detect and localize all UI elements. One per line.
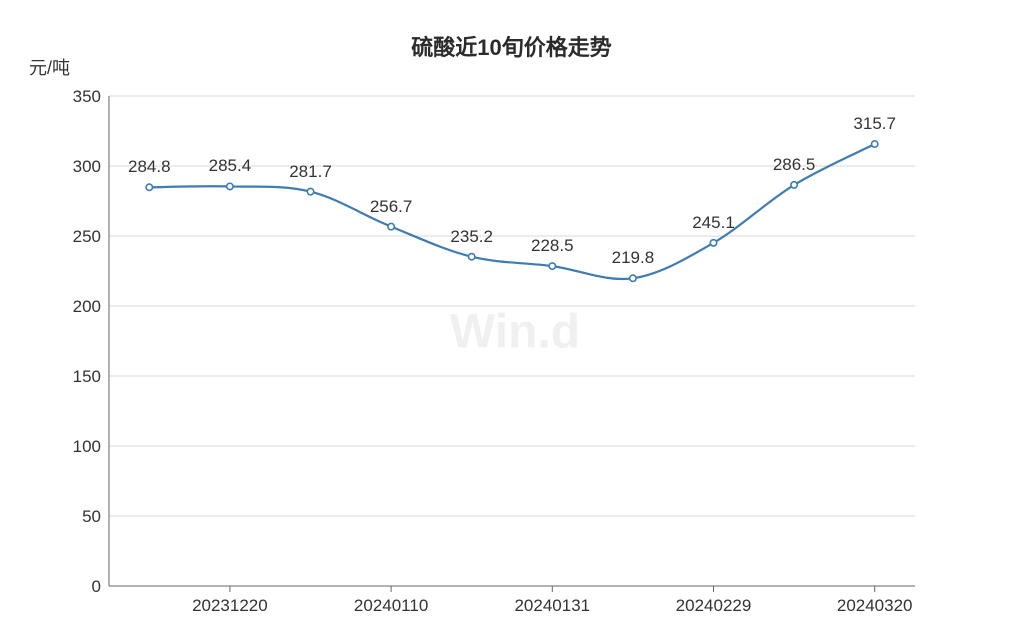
x-tick-label: 20231220 <box>192 596 268 616</box>
data-point-label: 245.1 <box>692 213 735 233</box>
y-tick-label: 50 <box>41 507 101 527</box>
data-point-label: 286.5 <box>773 155 816 175</box>
y-tick-label: 300 <box>41 157 101 177</box>
data-point-label: 228.5 <box>531 236 574 256</box>
y-tick-label: 350 <box>41 87 101 107</box>
y-tick-label: 250 <box>41 227 101 247</box>
y-tick-label: 200 <box>41 297 101 317</box>
x-tick-label: 20240229 <box>676 596 752 616</box>
y-tick-label: 0 <box>41 577 101 597</box>
chart-line-series <box>0 0 1023 640</box>
x-tick-label: 20240131 <box>514 596 590 616</box>
data-point-label: 281.7 <box>289 162 332 182</box>
data-point-label: 235.2 <box>450 227 493 247</box>
y-tick-label: 100 <box>41 437 101 457</box>
data-point-label: 219.8 <box>612 248 655 268</box>
x-tick-label: 20240320 <box>837 596 913 616</box>
x-tick-label: 20240110 <box>354 596 428 616</box>
data-point-label: 284.8 <box>128 157 171 177</box>
data-point-label: 315.7 <box>853 114 896 134</box>
data-point-label: 256.7 <box>370 197 413 217</box>
data-point-label: 285.4 <box>209 156 252 176</box>
y-tick-label: 150 <box>41 367 101 387</box>
